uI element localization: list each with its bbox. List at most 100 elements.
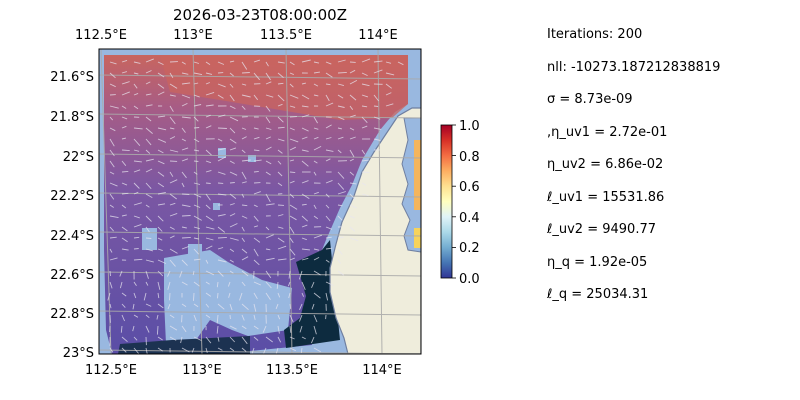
current-arrow [262, 325, 267, 333]
current-arrow [179, 270, 183, 278]
current-arrow [361, 58, 371, 63]
current-arrow [301, 136, 308, 140]
current-arrow [121, 170, 129, 173]
current-arrow [229, 127, 236, 134]
current-arrow [229, 325, 237, 330]
current-arrow [229, 213, 236, 217]
current-arrow [313, 71, 320, 74]
current-arrow [373, 69, 383, 74]
current-arrow [325, 281, 334, 286]
current-arrow [181, 127, 186, 133]
current-arrow [325, 247, 333, 250]
current-arrow [133, 72, 139, 75]
current-arrow [145, 70, 152, 74]
current-arrow [300, 347, 303, 353]
current-arrow [277, 258, 287, 261]
current-arrow [241, 336, 248, 345]
current-arrow [121, 125, 127, 129]
current-arrow [157, 237, 163, 241]
current-arrow [193, 314, 197, 322]
current-arrow [217, 138, 223, 142]
colorbar-tick-label: 1.0 [459, 119, 480, 134]
current-arrow [205, 182, 211, 184]
current-arrow [275, 347, 279, 354]
current-arrow [311, 303, 315, 310]
current-arrow [277, 138, 285, 142]
current-arrow [120, 325, 123, 333]
current-arrow [301, 281, 306, 290]
current-arrow [313, 145, 322, 151]
left-tick-label: 22.6°S [50, 268, 94, 283]
stat-ell-q: ℓ_q = 25034.31 [547, 287, 649, 302]
parallel-gridline [99, 74, 421, 80]
current-arrow [133, 61, 141, 64]
current-arrow [133, 223, 142, 228]
current-arrow [205, 237, 214, 241]
current-arrow [253, 225, 259, 228]
current-arrow [241, 325, 247, 330]
current-arrow [193, 171, 198, 175]
current-arrow [109, 303, 112, 309]
current-arrow [301, 248, 310, 251]
current-arrow [313, 215, 319, 220]
current-arrow [205, 245, 213, 250]
top-tick-label: 113.5°E [260, 28, 312, 43]
current-arrow [157, 203, 166, 206]
current-arrow [313, 116, 318, 124]
current-arrow [181, 147, 189, 151]
current-arrow [373, 127, 382, 130]
current-arrow [313, 204, 317, 210]
current-arrow [157, 83, 165, 89]
current-arrow [205, 114, 211, 118]
current-arrow [193, 182, 201, 185]
current-arrow [277, 214, 284, 217]
current-arrow [337, 136, 344, 140]
current-arrow [109, 226, 114, 232]
parallel-gridline [99, 310, 421, 316]
current-arrow [349, 80, 358, 85]
current-arrow [241, 270, 249, 277]
current-arrow [229, 347, 235, 352]
current-arrow [325, 149, 334, 152]
current-arrow [337, 71, 347, 74]
colorbar-tick-label: 0.8 [459, 150, 480, 165]
current-arrow [349, 105, 354, 110]
current-arrow [289, 193, 295, 199]
current-arrow [157, 61, 164, 66]
current-arrow [217, 259, 227, 263]
current-arrow [167, 270, 171, 277]
top-tick-label: 114°E [358, 28, 398, 43]
top-tick-label: 112.5°E [75, 28, 127, 43]
current-arrow [289, 336, 295, 340]
current-arrow [169, 336, 177, 341]
current-arrow [361, 116, 368, 124]
current-arrow [169, 248, 178, 254]
current-arrow [193, 258, 201, 261]
current-arrow [145, 347, 148, 354]
current-arrow [205, 104, 214, 107]
current-arrow [253, 237, 261, 243]
current-arrow [265, 336, 273, 343]
current-arrow [217, 148, 226, 151]
current-arrow [229, 94, 235, 102]
current-arrow [251, 347, 255, 354]
current-arrow [337, 215, 343, 221]
current-arrow [241, 171, 247, 180]
current-arrow [227, 281, 231, 287]
current-arrow [275, 303, 279, 310]
current-arrow [145, 237, 152, 239]
current-arrow [289, 138, 299, 143]
current-arrow [133, 92, 139, 96]
current-arrow [121, 192, 129, 195]
current-arrow [157, 160, 165, 165]
left-tick-labels: 21.6°S 21.8°S 22°S 22.2°S 22.4°S 22.6°S … [50, 70, 94, 361]
current-arrow [109, 248, 113, 253]
current-arrow [277, 182, 283, 187]
current-arrow [229, 105, 236, 110]
current-arrow [253, 72, 261, 81]
current-arrow [121, 59, 128, 63]
current-arrow [193, 94, 200, 98]
current-arrow [337, 94, 344, 99]
data-field-dark-2 [118, 336, 250, 354]
current-arrow [313, 325, 317, 335]
